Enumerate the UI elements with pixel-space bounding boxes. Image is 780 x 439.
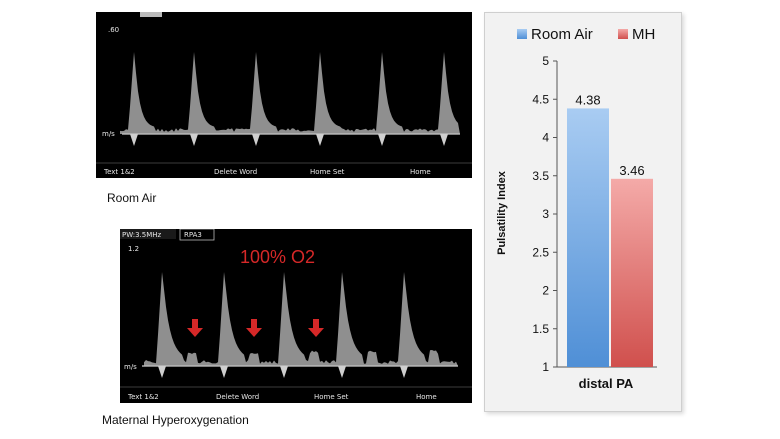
waveform-reverse-flow (378, 134, 386, 146)
legend-swatch-mh (618, 29, 628, 39)
waveform-trace (144, 272, 458, 366)
footer-text-3-top: Home Set (310, 168, 345, 176)
legend-label-mh: MH (632, 26, 655, 43)
down-arrow-icon (187, 319, 203, 337)
y-tick-label: 1.5 (532, 322, 549, 336)
footer-text-4-bottom: Home (416, 393, 437, 401)
down-arrow-icon (308, 319, 324, 337)
footer-text-4-top: Home (410, 168, 431, 176)
waveform-reverse-flow (158, 366, 166, 378)
y-tick-label: 3.5 (532, 169, 549, 183)
doppler-waveform-bottom (144, 272, 458, 378)
oxygen-overlay-text: 100% O2 (240, 247, 315, 267)
footer-text-2-top: Delete Word (214, 168, 257, 176)
caption-maternal-hyperoxygenation: Maternal Hyperoxygenation (102, 413, 249, 427)
unit-label-top: m/s (102, 130, 115, 138)
y-tick-label: 2 (542, 284, 549, 298)
doppler-waveform-top (120, 52, 460, 146)
y-tick-label: 4.5 (532, 92, 549, 106)
footer-text-2-bottom: Delete Word (216, 393, 259, 401)
footer-text-1-top: Text 1&2 (103, 168, 135, 176)
bar-mh (611, 179, 653, 367)
legend-swatch-room-air (517, 29, 527, 39)
footer-text-3-bottom: Home Set (314, 393, 349, 401)
waveform-reverse-flow (252, 134, 260, 146)
doppler-panel-room-air: .60 m/s Text 1&2 Delete Word Home Set Ho… (96, 12, 472, 178)
scale-label-bottom: 1.2 (128, 245, 139, 253)
down-arrow-icon (246, 319, 262, 337)
waveform-reverse-flow (220, 366, 228, 378)
y-tick-label: 3 (542, 207, 549, 221)
bar-room-air (567, 108, 609, 367)
waveform-reverse-flow (400, 366, 408, 378)
y-tick-label: 5 (542, 54, 549, 68)
waveform-reverse-flow (316, 134, 324, 146)
data-label-room-air: 4.38 (575, 92, 600, 107)
footer-text-1-bottom: Text 1&2 (127, 393, 159, 401)
waveform-trace (120, 52, 460, 134)
unit-label-bottom: m/s (124, 363, 137, 371)
data-label-mh: 3.46 (619, 163, 644, 178)
waveform-reverse-flow (130, 134, 138, 146)
waveform-reverse-flow (338, 366, 346, 378)
doppler-panel-hyperoxygenation: PW:3.5MHz RPA3 1.2 m/s 100% O2 Text 1&2 … (120, 229, 472, 403)
vessel-label: RPA3 (184, 231, 202, 239)
probe-label: PW:3.5MHz (122, 231, 162, 239)
legend-label-room-air: Room Air (531, 26, 593, 43)
y-axis-label: Pulsatility Index (496, 170, 508, 255)
y-tick-label: 2.5 (532, 245, 549, 259)
waveform-reverse-flow (190, 134, 198, 146)
waveform-reverse-flow (440, 134, 448, 146)
pulsatility-chart: Room Air MH 1 1.5 2 2.5 3 3.5 4 4.5 5 Pulsatilit… (484, 12, 682, 412)
y-tick-label: 1 (542, 360, 549, 374)
x-category-label: distal PA (579, 376, 634, 391)
y-tick-label: 4 (542, 131, 549, 145)
scale-label-top: .60 (108, 26, 119, 34)
waveform-reverse-flow (280, 366, 288, 378)
caption-room-air: Room Air (107, 191, 156, 205)
